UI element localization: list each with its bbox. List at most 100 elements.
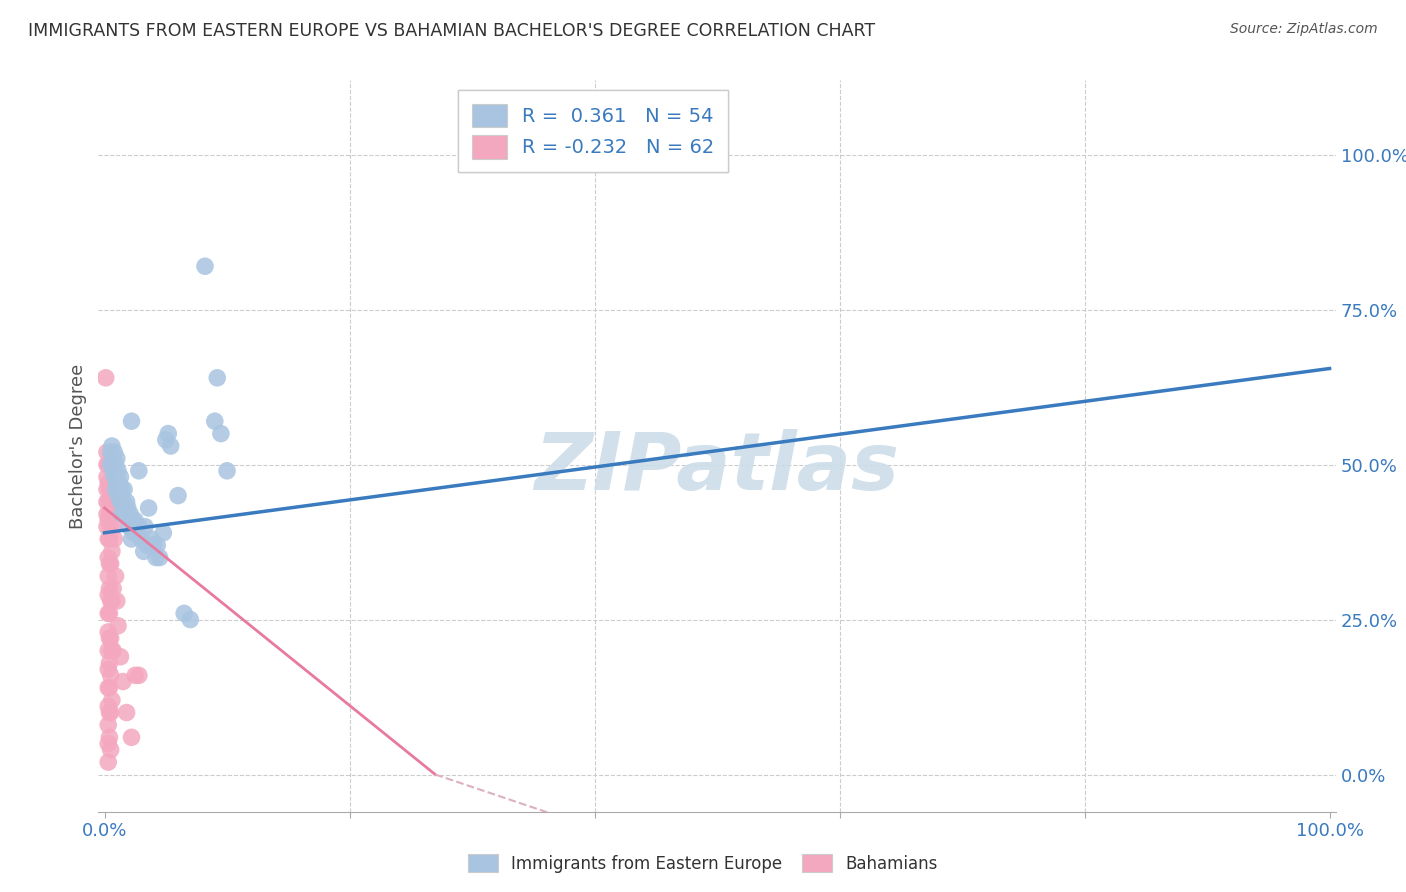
Point <box>101 643 124 657</box>
Point <box>138 500 160 515</box>
Point <box>101 495 124 509</box>
Point <box>98 731 121 745</box>
Point <box>215 464 238 478</box>
Point <box>97 737 120 751</box>
Point <box>167 489 190 503</box>
Point <box>97 532 120 546</box>
Point <box>110 470 132 484</box>
Point <box>97 458 120 472</box>
Point <box>96 495 118 509</box>
Point <box>97 624 120 639</box>
Point <box>101 464 124 478</box>
Point <box>128 464 150 478</box>
Point <box>100 706 122 720</box>
Point <box>100 445 122 459</box>
Point <box>101 519 124 533</box>
Point <box>97 755 120 769</box>
Point <box>110 649 132 664</box>
Point <box>100 631 122 645</box>
Point <box>104 569 127 583</box>
Point <box>149 550 172 565</box>
Point <box>98 557 121 571</box>
Point <box>157 426 180 441</box>
Y-axis label: Bachelor's Degree: Bachelor's Degree <box>69 363 87 529</box>
Point <box>121 414 143 428</box>
Point <box>94 371 117 385</box>
Point <box>97 643 120 657</box>
Point <box>136 538 159 552</box>
Point <box>124 668 146 682</box>
Point <box>98 681 121 695</box>
Point <box>97 588 120 602</box>
Point <box>121 532 143 546</box>
Point <box>159 439 181 453</box>
Text: IMMIGRANTS FROM EASTERN EUROPE VS BAHAMIAN BACHELOR'S DEGREE CORRELATION CHART: IMMIGRANTS FROM EASTERN EUROPE VS BAHAMI… <box>28 22 876 40</box>
Point <box>98 656 121 670</box>
Point <box>101 439 124 453</box>
Point <box>97 569 120 583</box>
Point <box>96 519 118 533</box>
Point <box>128 668 150 682</box>
Point <box>100 458 122 472</box>
Point <box>101 594 124 608</box>
Point <box>120 507 142 521</box>
Point <box>98 631 121 645</box>
Point <box>152 525 174 540</box>
Point <box>194 259 217 273</box>
Point <box>121 513 143 527</box>
Point <box>107 619 129 633</box>
Point <box>101 693 124 707</box>
Point <box>97 662 120 676</box>
Point <box>114 507 136 521</box>
Point <box>173 607 195 621</box>
Point <box>105 594 128 608</box>
Point <box>134 519 156 533</box>
Point <box>97 513 120 527</box>
Point <box>129 532 152 546</box>
Point <box>132 544 155 558</box>
Point <box>108 476 131 491</box>
Point <box>207 371 229 385</box>
Point <box>97 699 120 714</box>
Point <box>209 426 232 441</box>
Point <box>146 538 169 552</box>
Point <box>96 470 118 484</box>
Legend: R =  0.361   N = 54, R = -0.232   N = 62: R = 0.361 N = 54, R = -0.232 N = 62 <box>458 90 728 172</box>
Point <box>100 594 122 608</box>
Point <box>103 445 125 459</box>
Point <box>204 414 226 428</box>
Point <box>142 538 165 552</box>
Point <box>101 451 124 466</box>
Point <box>100 557 122 571</box>
Point <box>105 451 128 466</box>
Point <box>117 500 139 515</box>
Point <box>100 483 122 497</box>
Point <box>101 643 124 657</box>
Point <box>100 519 122 533</box>
Point <box>111 507 134 521</box>
Point <box>100 668 122 682</box>
Point <box>98 532 121 546</box>
Point <box>103 470 125 484</box>
Point <box>96 483 118 497</box>
Point <box>104 483 127 497</box>
Point <box>107 489 129 503</box>
Point <box>105 476 128 491</box>
Point <box>97 718 120 732</box>
Point <box>97 681 120 695</box>
Point <box>97 495 120 509</box>
Point <box>100 743 122 757</box>
Point <box>97 607 120 621</box>
Point <box>118 519 141 533</box>
Point <box>110 495 132 509</box>
Point <box>111 495 134 509</box>
Point <box>179 613 201 627</box>
Point <box>122 525 145 540</box>
Point <box>96 507 118 521</box>
Point <box>97 476 120 491</box>
Point <box>97 550 120 565</box>
Text: Source: ZipAtlas.com: Source: ZipAtlas.com <box>1230 22 1378 37</box>
Point <box>107 464 129 478</box>
Point <box>128 519 150 533</box>
Point <box>96 458 118 472</box>
